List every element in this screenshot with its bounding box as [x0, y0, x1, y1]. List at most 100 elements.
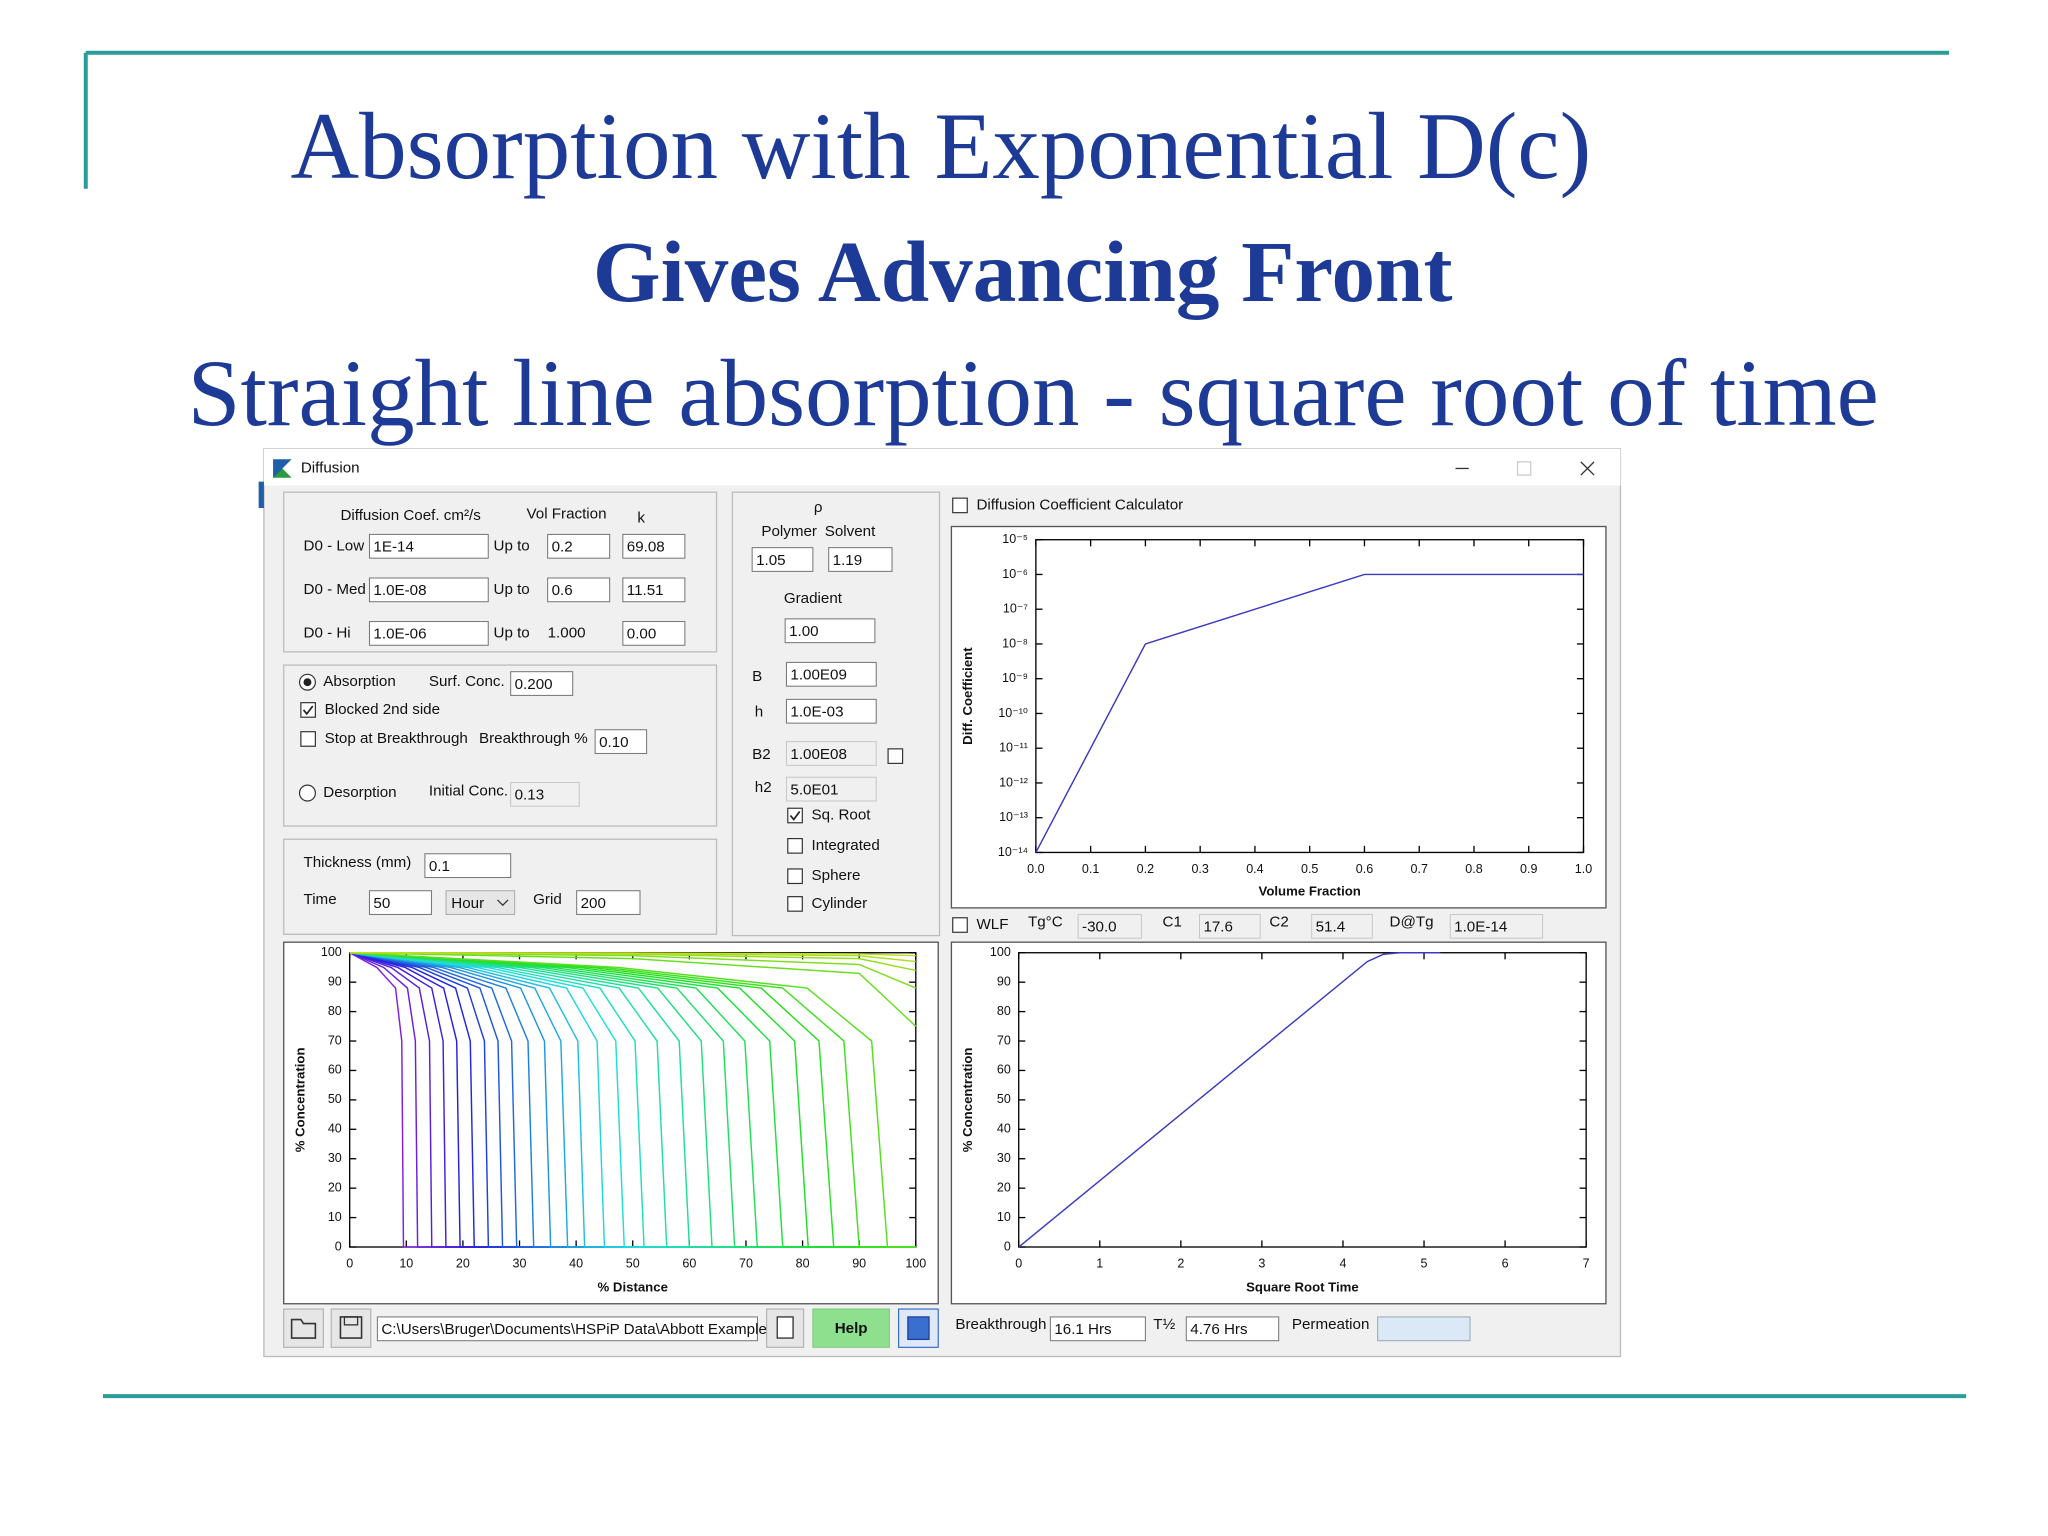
text-field[interactable] — [785, 741, 877, 766]
text-field[interactable] — [1311, 913, 1373, 939]
text-field[interactable] — [785, 776, 877, 802]
x-tick-label: 40 — [569, 1256, 583, 1270]
data-line — [1035, 573, 1584, 853]
label: C2 — [1269, 913, 1288, 930]
checkbox[interactable] — [300, 702, 316, 718]
slide-content: Absorption with Exponential D(c) Gives A… — [83, 50, 1967, 1399]
radio-dot — [303, 678, 312, 687]
maximize-button[interactable] — [1516, 461, 1532, 476]
field-value: 1.0E-08 — [373, 582, 426, 599]
field-value: 51.4 — [1316, 919, 1346, 936]
y-tick-label: 10 — [328, 1210, 342, 1224]
text-field[interactable] — [784, 618, 876, 644]
x-tick-label: 70 — [739, 1256, 753, 1270]
x-tick-label: 0.3 — [1191, 862, 1208, 876]
radio-button[interactable] — [298, 784, 316, 802]
label: 1.000 — [548, 624, 586, 641]
field-value: 0.00 — [627, 626, 657, 643]
text-field[interactable] — [510, 781, 580, 807]
text-field[interactable] — [622, 577, 686, 603]
text-field[interactable] — [1198, 913, 1261, 939]
y-tick-label: 70 — [997, 1033, 1011, 1047]
label: Time — [304, 891, 337, 908]
field-value: 1.00 — [789, 623, 819, 640]
dropdown[interactable] — [445, 890, 516, 916]
open-button[interactable] — [283, 1308, 324, 1348]
checkbox[interactable] — [952, 917, 968, 933]
text-field[interactable] — [368, 577, 489, 603]
y-tick-label: 30 — [997, 1151, 1011, 1165]
field-value: 1.00E08 — [790, 746, 846, 763]
text-field[interactable] — [1185, 1316, 1280, 1342]
x-tick-label: 0.2 — [1137, 862, 1154, 876]
text-field[interactable] — [594, 729, 648, 755]
checkbox[interactable] — [787, 896, 803, 912]
data-line — [349, 952, 916, 1248]
label: Gradient — [784, 590, 843, 607]
label: B — [752, 668, 762, 685]
checkbox[interactable] — [787, 838, 803, 854]
text-field[interactable] — [547, 533, 611, 559]
x-tick-label: 100 — [905, 1256, 926, 1270]
checkbox[interactable] — [300, 731, 316, 747]
checkbox[interactable] — [887, 748, 904, 764]
x-tick-label: 0.8 — [1465, 862, 1482, 876]
window-title: Diffusion — [301, 459, 360, 476]
edge-strip — [258, 481, 264, 509]
checkbox[interactable] — [952, 497, 968, 514]
field-value: 0.2 — [552, 539, 573, 556]
checkbox[interactable] — [787, 807, 803, 824]
text-field[interactable] — [424, 853, 512, 879]
label: k — [637, 510, 645, 527]
y-axis-title: Diff. Coefficient — [960, 647, 975, 745]
text-field[interactable] — [828, 547, 893, 572]
text-field[interactable] — [622, 533, 686, 559]
x-axis-title: Volume Fraction — [1259, 884, 1361, 899]
y-tick-label: 10⁻¹³ — [999, 810, 1028, 824]
y-tick-label: 40 — [997, 1122, 1011, 1136]
text-field[interactable] — [1077, 913, 1142, 939]
y-tick-label: 0 — [1004, 1239, 1011, 1253]
folder-icon — [290, 1318, 317, 1339]
help-button[interactable] — [812, 1308, 890, 1348]
app-window: Diffusion Diffusion Coef. cm²/s Vol Fract… — [258, 448, 1622, 1358]
text-field[interactable] — [1049, 1316, 1146, 1342]
text-field[interactable] — [376, 1316, 758, 1342]
label: WLF — [976, 916, 1008, 933]
label: Grid — [533, 891, 562, 908]
slide-caption: Straight line absorption - square root o… — [188, 340, 1879, 446]
checkbox[interactable] — [787, 868, 803, 885]
text-field[interactable] — [1449, 913, 1544, 939]
text-field[interactable] — [785, 661, 877, 687]
text-field[interactable] — [510, 671, 574, 696]
group-box — [731, 491, 941, 937]
text-field[interactable] — [368, 620, 489, 646]
x-tick-label: 1.0 — [1575, 862, 1592, 876]
save-button[interactable] — [330, 1308, 372, 1348]
y-tick-label: 40 — [328, 1122, 342, 1136]
field-value: 0.6 — [552, 582, 573, 599]
label: Surf. Conc. — [429, 673, 505, 690]
close-button[interactable] — [1580, 461, 1595, 476]
field-value: 0.10 — [599, 734, 629, 751]
y-tick-label: 80 — [997, 1004, 1011, 1018]
text-field[interactable] — [368, 890, 433, 916]
group-box — [283, 491, 718, 653]
text-field[interactable] — [622, 620, 686, 646]
text-field[interactable] — [576, 890, 641, 916]
x-tick-label: 4 — [1339, 1256, 1346, 1270]
permeation-field[interactable] — [1377, 1316, 1471, 1342]
label: Sq. Root — [812, 807, 872, 824]
label: h2 — [755, 779, 772, 796]
y-tick-label: 0 — [335, 1239, 342, 1253]
notes-button[interactable] — [766, 1308, 805, 1348]
text-field[interactable] — [785, 698, 877, 724]
text-field[interactable] — [368, 533, 489, 559]
text-field[interactable] — [547, 577, 611, 603]
text-field[interactable] — [751, 547, 814, 572]
slide-title: Absorption with Exponential D(c) — [290, 93, 1591, 199]
y-axis-title: % Concentration — [960, 1047, 975, 1152]
data-line — [349, 952, 916, 957]
y-tick-label: 10⁻¹¹ — [999, 741, 1028, 755]
title-bar — [263, 448, 1621, 486]
